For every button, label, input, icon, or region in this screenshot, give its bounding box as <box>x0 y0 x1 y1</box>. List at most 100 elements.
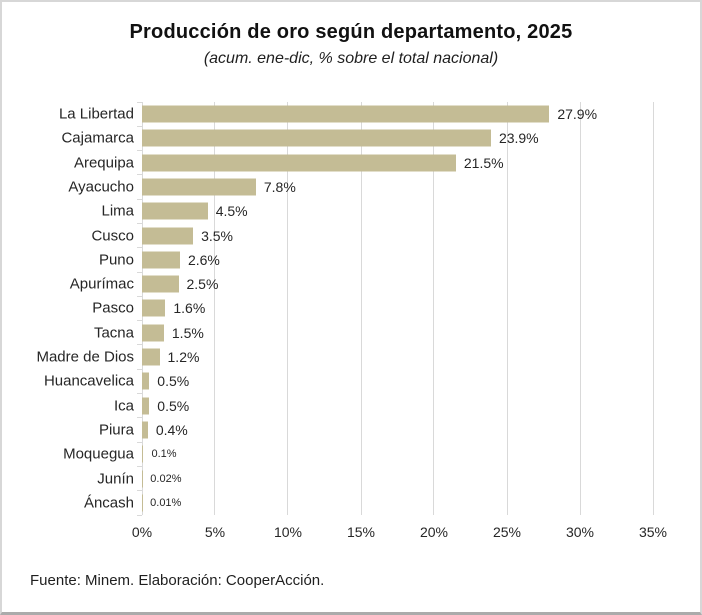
y-axis-tick <box>137 271 142 273</box>
value-label: 7.8% <box>263 179 296 196</box>
y-axis-tick <box>137 295 142 297</box>
bar-row: Lima 4.5% <box>101 199 653 223</box>
bar <box>142 299 166 317</box>
x-tick-label: 0% <box>131 524 153 540</box>
bar <box>142 348 160 366</box>
value-label: 1.5% <box>171 324 204 341</box>
category-label: Moquegua <box>63 445 134 463</box>
bar-row: Puno 2.6% <box>99 248 653 272</box>
y-axis-tick <box>137 150 142 152</box>
footer-source: Fuente: Minem. Elaboración: CooperAcción… <box>30 572 325 589</box>
y-axis-tick <box>137 101 142 103</box>
value-label: 3.5% <box>201 227 234 244</box>
value-label: 2.6% <box>187 251 220 268</box>
value-label: 0.5% <box>157 397 190 414</box>
y-axis-tick <box>137 514 142 516</box>
y-axis-tick <box>137 465 142 467</box>
gridline <box>652 102 654 515</box>
y-axis-tick <box>137 320 142 322</box>
y-axis-tick <box>137 125 142 127</box>
x-tick-label: 15% <box>346 524 376 540</box>
bar-row: Huancavelica 0.5% <box>44 369 653 393</box>
gridline <box>506 102 508 515</box>
category-label: Cusco <box>91 227 134 245</box>
category-label: Madre de Dios <box>36 348 134 366</box>
bar-row: Madre de Dios 1.2% <box>36 345 653 369</box>
x-tick-label: 25% <box>492 524 522 540</box>
value-label: 21.5% <box>463 154 504 171</box>
y-axis-tick <box>137 441 142 443</box>
gridline <box>433 102 435 515</box>
bar-row: La Libertad 27.9% <box>59 102 653 126</box>
bar <box>142 445 144 463</box>
gridline <box>579 102 581 515</box>
category-label: Tacna <box>93 324 134 342</box>
plot-area: 0% 5% 10% 15% 20% 25% 30% 35% La Libertad 27.9% Ca… <box>36 101 667 540</box>
value-label: 23.9% <box>498 130 539 147</box>
y-axis-tick <box>137 344 142 346</box>
category-label: Lima <box>101 202 134 220</box>
category-label: Huancavelica <box>43 372 134 390</box>
bar <box>142 251 180 269</box>
chart-subtitle: (acum. ene-dic, % sobre el total naciona… <box>203 50 499 67</box>
y-axis-tick <box>137 417 142 419</box>
category-label: Junín <box>97 470 134 488</box>
y-axis-tick <box>137 198 142 200</box>
bar <box>142 324 164 342</box>
bar <box>142 421 148 439</box>
bar-row: Apurímac 2.5% <box>70 272 653 296</box>
category-label: Piura <box>98 421 134 439</box>
bar <box>142 397 150 415</box>
bar <box>142 202 208 220</box>
category-label: Pasco <box>92 299 134 317</box>
x-tick-label: 5% <box>204 524 226 540</box>
y-axis-tick <box>137 490 142 492</box>
bar-row: Ica 0.5% <box>114 394 653 418</box>
category-label: Cajamarca <box>61 129 134 147</box>
x-tick-label: 10% <box>273 524 303 540</box>
category-label: Apurímac <box>69 275 134 293</box>
bar <box>142 372 150 390</box>
value-label: 1.6% <box>173 300 206 317</box>
bar-row: Arequipa 21.5% <box>74 151 653 175</box>
x-tick-label: 35% <box>638 524 668 540</box>
value-label: 27.9% <box>557 106 598 123</box>
gridline <box>214 102 216 515</box>
chart-title: Producción de oro según departamento, 20… <box>129 21 573 43</box>
bar-row: Tacna 1.5% <box>94 321 653 345</box>
value-label: 2.5% <box>186 276 219 293</box>
y-axis-tick <box>137 368 142 370</box>
category-label: Arequipa <box>73 154 134 172</box>
bar <box>142 275 179 293</box>
bar-row: Moquegua 0.1% <box>63 442 653 466</box>
y-axis-tick <box>137 393 142 395</box>
bar-row: Cusco 3.5% <box>91 223 653 247</box>
category-label: Ayacucho <box>68 178 134 196</box>
y-axis-tick <box>137 222 142 224</box>
bar <box>142 154 456 172</box>
gridline <box>287 102 289 515</box>
bar-row: Piura 0.4% <box>99 418 653 442</box>
x-tick-label: 30% <box>565 524 595 540</box>
value-label: 0.4% <box>155 421 188 438</box>
x-tick-label: 20% <box>419 524 449 540</box>
value-label: 0.02% <box>150 472 182 485</box>
category-label: La Libertad <box>58 105 134 123</box>
bar <box>142 227 194 245</box>
value-label: 0.1% <box>151 448 177 461</box>
value-label: 4.5% <box>215 203 248 220</box>
category-label: Áncash <box>83 494 134 512</box>
bar-row: Áncash 0.01% <box>84 491 653 515</box>
category-label: Puno <box>98 251 134 269</box>
value-label: 0.01% <box>150 496 182 509</box>
bar <box>142 178 256 196</box>
y-axis-tick <box>137 174 142 176</box>
bar <box>142 129 491 147</box>
value-label: 1.2% <box>167 349 200 366</box>
y-axis-tick <box>137 247 142 249</box>
gridline <box>360 102 362 515</box>
bar-row: Junín 0.02% <box>97 466 653 490</box>
bar-row: Pasco 1.6% <box>92 296 653 320</box>
bar-row: Cajamarca 23.9% <box>61 126 653 150</box>
